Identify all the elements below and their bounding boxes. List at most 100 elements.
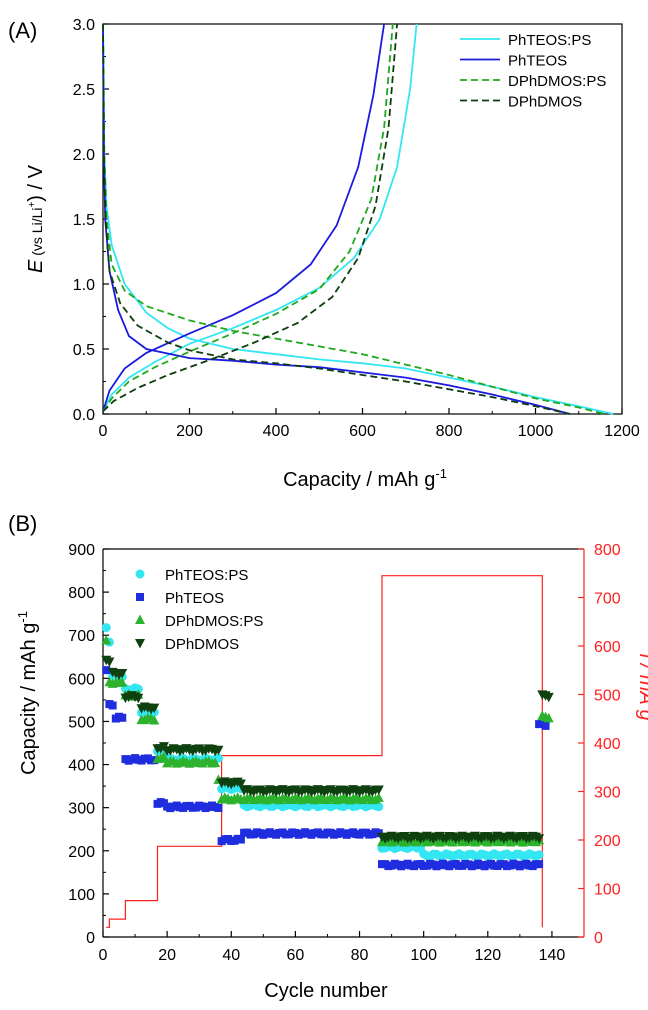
panel-a-line-phteos-ps-charge (102, 23, 418, 412)
panel-b-legend-label: PhTEOS:PS (165, 567, 248, 584)
panel-b-point-dphdmos-ps (117, 677, 128, 687)
panel-b-y-tick-label: 400 (68, 758, 95, 775)
panel-b-y-tick-label: 900 (68, 542, 95, 559)
panel-b-point-dphdmos (235, 779, 246, 789)
panel-a-label: (A) (8, 18, 37, 43)
panel-b-point-phteos (214, 804, 223, 813)
panel-b-y-axis-label-main: Capacity / mAh g (18, 623, 40, 775)
panel-a-line-dphdmos-ps-charge (102, 23, 394, 412)
panel-b-point-phteos-ps (101, 623, 111, 633)
panel-b-point-dphdmos (133, 693, 144, 704)
panel-b-point-phteos (236, 835, 245, 844)
panel-b-point-dphdmos (543, 692, 554, 703)
panel-b-point-dphdmos (213, 745, 224, 756)
panel-b-point-phteos-ps (374, 802, 384, 812)
panel-b-y-tick-label: 300 (68, 801, 95, 818)
panel-b-point-dphdmos-ps (158, 751, 169, 761)
panel-a-lines (102, 23, 614, 415)
panel-a-line-phteos-discharge (102, 23, 571, 415)
panel-a-y-tick-label: 1.0 (73, 277, 95, 294)
panel-b-y-tick-label: 800 (68, 585, 95, 602)
panel-a-x-axis-label-main: Capacity / mAh g (283, 469, 435, 491)
panel-b-x-tick-label: 100 (410, 947, 437, 964)
panel-a-legend: PhTEOS:PS PhTEOS DPhDMOS:PS DPhDMOS (460, 32, 606, 111)
panel-a-line-dphdmos-discharge (102, 23, 571, 415)
panel-b-point-phteos (535, 860, 544, 869)
panel-b-y-tick-label: 100 (68, 887, 95, 904)
panel-b-point-dphdmos (117, 668, 128, 679)
panel-b-x-axis-label: Cycle number (264, 980, 388, 1002)
panel-b-legend-marker (136, 593, 144, 601)
panel-a-y-tick-label: 0.5 (73, 342, 95, 359)
panel-b-point-phteos-ps (534, 850, 544, 860)
panel-a-x-tick-label: 400 (263, 423, 290, 440)
panel-b-current-path (106, 575, 543, 928)
panel-b-y2-tick-label: 100 (594, 882, 621, 899)
panel-b-y2-tick-label: 300 (594, 785, 621, 802)
panel-b-y-tick-label: 600 (68, 671, 95, 688)
panel-a-x-tick-label: 800 (436, 423, 463, 440)
panel-a-legend-label: PhTEOS:PS (508, 32, 591, 49)
panel-b-x-tick-label: 60 (287, 947, 305, 964)
panel-a-x-tick-label: 0 (99, 423, 108, 440)
panel-b-y-tick-label: 500 (68, 714, 95, 731)
panel-a-axes: 0 200 400 600 800 1000 1200 0.0 0.5 1.0 1.5 2.0 2.5 3… (73, 17, 640, 440)
panel-a-legend-label: DPhDMOS:PS (508, 73, 606, 90)
panel-b-axes: 0 20 40 60 80 100 120 140 0 100 200 300 400 500 600 700… (68, 542, 621, 964)
panel-b-legend: PhTEOS:PS PhTEOS DPhDMOS:PS DPhDMOS (135, 567, 263, 653)
panel-a-x-tick-label: 1000 (518, 423, 554, 440)
panel-a-line-phteos-ps-discharge (102, 23, 614, 415)
panel-b-y-tick-label: 700 (68, 628, 95, 645)
panel-b-label: (B) (8, 511, 37, 536)
panel-a-y-axis-label-end: ) / V (25, 164, 47, 201)
panel-b-y2-tick-label: 600 (594, 639, 621, 656)
panel-b-y2-tick-label: 200 (594, 833, 621, 850)
panel-a-x-axis-label: Capacity / mAh g-1 (283, 466, 447, 491)
panel-b-y2-axis-label: i / mA g-1 (635, 654, 648, 733)
panel-b-y2-tick-label: 700 (594, 591, 621, 608)
panel-a-line-phteos-charge (102, 23, 385, 412)
panel-b-y2-tick-label: 400 (594, 736, 621, 753)
panel-b-point-dphdmos (149, 703, 160, 714)
panel-a-y-axis-label-sup: + (27, 202, 38, 208)
panel-b-current-line (106, 575, 543, 928)
panel-a-x-tick-label: 1200 (604, 423, 640, 440)
panel-b-legend-label: DPhDMOS (165, 636, 239, 653)
panel-b-x-tick-label: 40 (222, 947, 240, 964)
panel-a-y-axis-label-mid: (vs Li/Li (29, 208, 45, 260)
panel-b-x-tick-label: 20 (158, 947, 176, 964)
panel-b-point-dphdmos-ps (101, 634, 112, 645)
panel-b-y2-tick-label: 500 (594, 688, 621, 705)
panel-a-x-tick-label: 200 (176, 423, 203, 440)
panel-b-x-tick-label: 80 (351, 947, 369, 964)
panel-b-y2-axis-label-sup: -1 (645, 721, 648, 733)
panel-a-y-tick-label: 3.0 (73, 17, 95, 34)
panel-b: (B) 0 20 40 60 80 100 120 140 0 100 200 300 400 500 60… (8, 511, 648, 1002)
panel-b-y2-tick-label: 0 (594, 930, 603, 947)
panel-a-y-tick-label: 1.5 (73, 212, 95, 229)
panel-a-line-dphdmos-charge (102, 23, 398, 413)
panel-b-y2-axis-label-main: i / mA g (635, 654, 648, 721)
panel-b-point-phteos (102, 666, 111, 675)
panel-a-y-axis-label: E (vs Li/Li+) / V (25, 164, 47, 273)
panel-b-x-tick-label: 120 (474, 947, 501, 964)
panel-b-legend-label: PhTEOS (165, 590, 224, 607)
panel-a-legend-label: PhTEOS (508, 53, 567, 70)
panel-b-point-phteos (108, 701, 117, 710)
panel-b-legend-marker (135, 614, 145, 624)
panel-b-y-axis-label: Capacity / mAh g-1 (15, 611, 40, 775)
panel-b-point-dphdmos (534, 834, 545, 844)
panel-b-y2-tick-label: 800 (594, 542, 621, 559)
panel-b-legend-marker (135, 639, 145, 649)
panel-b-legend-label: DPhDMOS:PS (165, 613, 263, 630)
panel-b-points (101, 623, 554, 871)
panel-b-point-phteos (118, 713, 127, 722)
panel-a-x-tick-label: 600 (349, 423, 376, 440)
panel-b-x-tick-label: 0 (99, 947, 108, 964)
panel-b-point-phteos (541, 721, 550, 730)
panel-b-point-dphdmos-ps (149, 715, 160, 725)
panel-b-point-dphdmos (104, 657, 115, 667)
panel-a-x-axis-label-sup: -1 (435, 466, 447, 481)
